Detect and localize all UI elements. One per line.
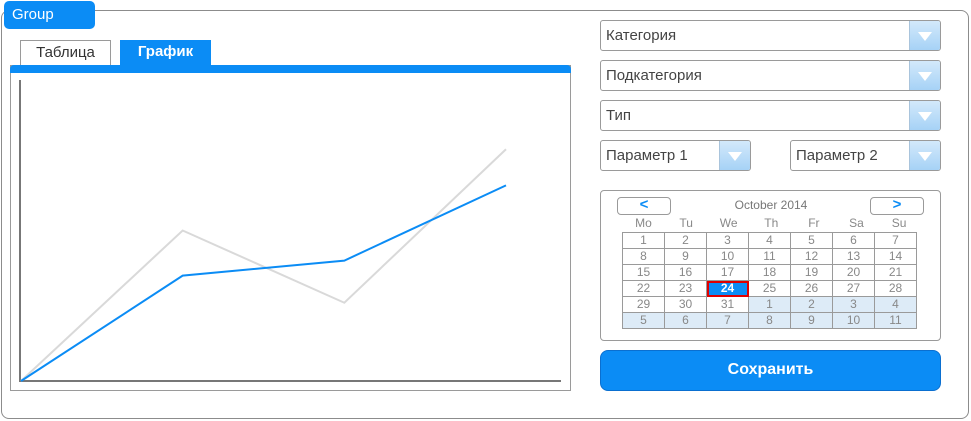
- calendar-day[interactable]: 15: [622, 264, 665, 281]
- subcategory-dropdown[interactable]: Подкатегория: [600, 60, 941, 91]
- calendar-day[interactable]: 5: [622, 312, 665, 329]
- weekday-label: Th: [764, 216, 779, 230]
- calendar-day[interactable]: 20: [832, 264, 875, 281]
- tab-chart[interactable]: График: [120, 40, 211, 65]
- calendar-day[interactable]: 30: [664, 296, 707, 313]
- calendar-day[interactable]: 9: [664, 248, 707, 265]
- calendar-day[interactable]: 19: [790, 264, 833, 281]
- calendar-day[interactable]: 6: [832, 232, 875, 249]
- calendar-day[interactable]: 28: [874, 280, 917, 297]
- category-dropdown[interactable]: Категория: [600, 20, 941, 51]
- group-box: [1, 10, 969, 419]
- calendar-day[interactable]: 29: [622, 296, 665, 313]
- calendar-day-grid: 1 2 3 4 5 6 7 8 9 10 11 12 13 14 15 16 17 18 19 20 21 22 23 24 2…: [622, 232, 917, 329]
- chevron-down-icon: [918, 112, 932, 121]
- chevron-down-icon: [918, 72, 932, 81]
- calendar-day[interactable]: 8: [622, 248, 665, 265]
- category-dropdown-value: Категория: [606, 27, 677, 44]
- calendar-day[interactable]: 8: [748, 312, 791, 329]
- weekday-label: Mo: [635, 216, 652, 230]
- weekday-label: Sa: [849, 216, 864, 230]
- calendar-day[interactable]: 27: [832, 280, 875, 297]
- calendar-day[interactable]: 16: [664, 264, 707, 281]
- calendar-day[interactable]: 5: [790, 232, 833, 249]
- chevron-down-icon: [728, 152, 742, 161]
- calendar-day[interactable]: 11: [748, 248, 791, 265]
- series-line-1: [20, 148, 507, 382]
- calendar-day[interactable]: 14: [874, 248, 917, 265]
- line-chart: [19, 80, 561, 382]
- calendar-prev-button[interactable]: <: [617, 197, 671, 215]
- calendar-day[interactable]: 7: [706, 312, 749, 329]
- calendar-day[interactable]: 12: [790, 248, 833, 265]
- calendar-day-selected[interactable]: 24: [706, 280, 749, 297]
- chevron-down-icon: [918, 32, 932, 41]
- param1-dropdown-button[interactable]: [719, 141, 750, 170]
- save-button[interactable]: Сохранить: [600, 350, 941, 391]
- param2-dropdown[interactable]: Параметр 2: [790, 140, 941, 171]
- calendar-day[interactable]: 4: [748, 232, 791, 249]
- calendar-day[interactable]: 23: [664, 280, 707, 297]
- calendar-day[interactable]: 4: [874, 296, 917, 313]
- calendar-week-row: 5 6 7 8 9 10 11: [622, 312, 917, 329]
- type-dropdown-button[interactable]: [909, 101, 940, 130]
- calendar-day[interactable]: 17: [706, 264, 749, 281]
- weekday-label: Fr: [808, 216, 820, 230]
- calendar-day[interactable]: 26: [790, 280, 833, 297]
- param1-dropdown-value: Параметр 1: [606, 147, 688, 164]
- calendar-day[interactable]: 1: [622, 232, 665, 249]
- chevron-down-icon: [918, 152, 932, 161]
- type-dropdown[interactable]: Тип: [600, 100, 941, 131]
- calendar-week-row: 29 30 31 1 2 3 4: [622, 296, 917, 313]
- calendar-day[interactable]: 10: [832, 312, 875, 329]
- calendar-day[interactable]: 13: [832, 248, 875, 265]
- calendar-day[interactable]: 22: [622, 280, 665, 297]
- calendar-week-row: 22 23 24 25 26 27 28: [622, 280, 917, 297]
- calendar-next-button[interactable]: >: [870, 197, 924, 215]
- calendar-week-row: 8 9 10 11 12 13 14: [622, 248, 917, 265]
- param1-dropdown[interactable]: Параметр 1: [600, 140, 751, 171]
- calendar-day[interactable]: 10: [706, 248, 749, 265]
- weekday-label: We: [719, 216, 738, 230]
- calendar-day[interactable]: 18: [748, 264, 791, 281]
- calendar-day[interactable]: 2: [664, 232, 707, 249]
- subcategory-dropdown-value: Подкатегория: [606, 67, 702, 84]
- weekday-label: Tu: [679, 216, 693, 230]
- category-dropdown-button[interactable]: [909, 21, 940, 50]
- calendar-day[interactable]: 25: [748, 280, 791, 297]
- subcategory-dropdown-button[interactable]: [909, 61, 940, 90]
- calendar-day[interactable]: 9: [790, 312, 833, 329]
- chart-panel: [10, 65, 571, 391]
- calendar-day[interactable]: 3: [832, 296, 875, 313]
- weekday-label: Su: [891, 216, 907, 230]
- calendar-day[interactable]: 1: [748, 296, 791, 313]
- type-dropdown-value: Тип: [606, 107, 632, 124]
- param2-dropdown-button[interactable]: [909, 141, 940, 170]
- calendar-month-label: October 2014: [734, 198, 808, 212]
- series-line-0: [20, 184, 507, 382]
- calendar-day[interactable]: 2: [790, 296, 833, 313]
- tab-table[interactable]: Таблица: [20, 40, 111, 65]
- param2-dropdown-value: Параметр 2: [796, 147, 878, 164]
- chart-panel-header-bar: [10, 65, 571, 73]
- calendar-day[interactable]: 11: [874, 312, 917, 329]
- calendar-week-row: 15 16 17 18 19 20 21: [622, 264, 917, 281]
- calendar-day[interactable]: 7: [874, 232, 917, 249]
- calendar-day[interactable]: 21: [874, 264, 917, 281]
- group-title: Group: [4, 1, 95, 29]
- calendar-day[interactable]: 31: [706, 296, 749, 313]
- calendar-day[interactable]: 6: [664, 312, 707, 329]
- calendar-day[interactable]: 3: [706, 232, 749, 249]
